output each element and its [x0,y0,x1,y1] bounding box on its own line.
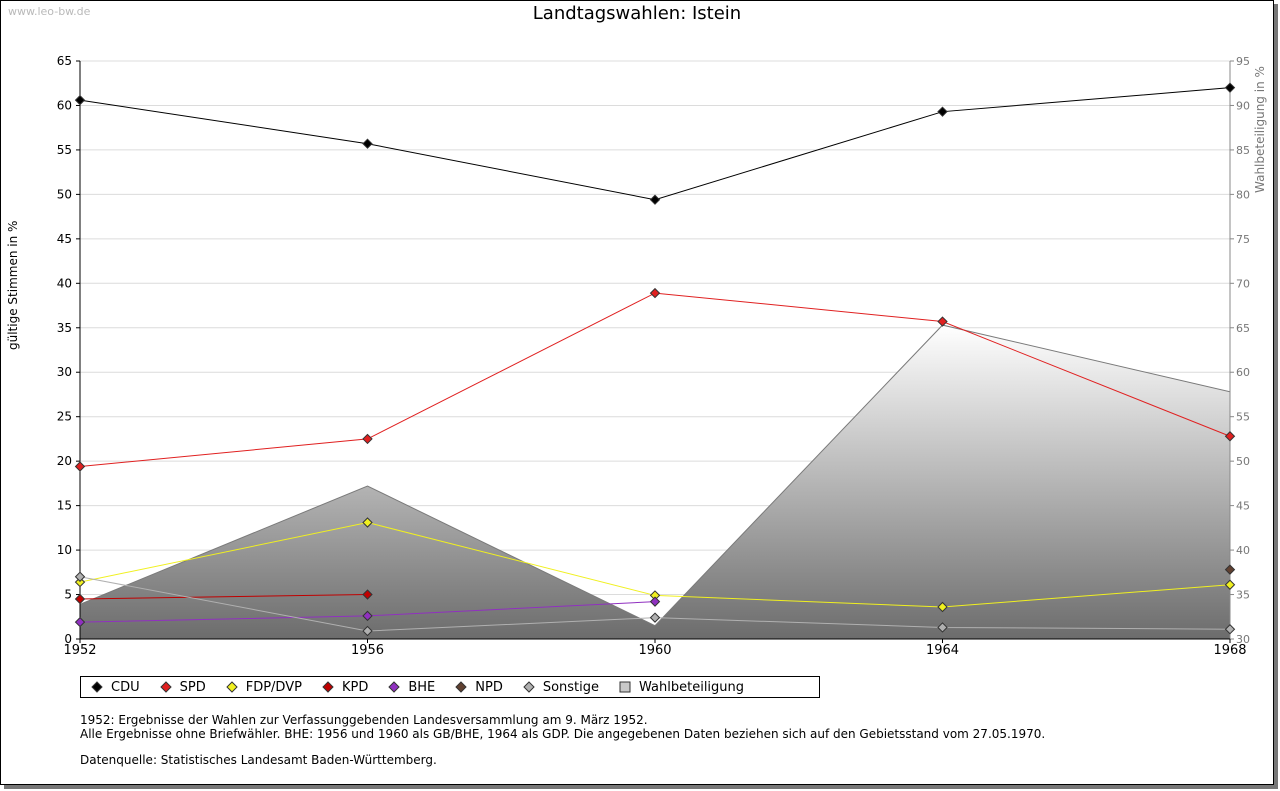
legend-item-spd: SPD [159,679,206,695]
legend-item-sonstige: Sonstige [523,680,599,695]
legend-label: Sonstige [542,679,600,695]
y2-tick-label: 45 [1236,500,1250,513]
y-tick-label: 10 [57,543,72,557]
cdu-point [362,138,373,149]
legend-item-wahlbeteiligung: Wahlbeteiligung [619,680,744,695]
sonstige-point [649,612,661,623]
y2-tick-label: 70 [1236,277,1250,290]
y-tick-label: 40 [57,276,72,290]
spd-point [649,287,661,299]
sonstige-point [1224,624,1236,635]
x-tick-label: 1964 [926,643,959,658]
spd-point [937,316,948,327]
kpd-point [74,593,86,605]
y-tick-label: 30 [57,365,72,379]
y2-tick-label: 30 [1236,633,1250,646]
y-tick-label: 35 [57,321,72,335]
sonstige-point [937,622,948,633]
legend-item-kpd: KPD [322,680,368,695]
y2-tick-label: 40 [1236,544,1250,557]
axes: 0 5 10 15 20 25 30 35 40 45 50 55 60 65 30 35 40 45 50 55 60… [57,54,1250,658]
y2-tick-label: 60 [1236,366,1250,379]
sonstige-point [74,571,86,582]
y2-axis-label: Wahlbeteiligung in % [1253,66,1267,193]
y2-tick-label: 65 [1236,322,1250,335]
bhe-point [649,596,661,607]
y2-tick-label: 75 [1236,233,1250,246]
note-line: Alle Ergebnisse ohne Briefwähler. BHE: 1… [80,727,1046,741]
diamond-marker-icon [322,681,334,693]
source-note: Datenquelle: Statistisches Landesamt Bad… [80,753,437,767]
y2-tick-label: 55 [1236,411,1250,424]
bhe-point [362,610,373,622]
cdu-point [937,106,948,117]
legend-label: CDU [111,679,140,695]
y-tick-label: 45 [57,232,72,246]
diamond-marker-icon [455,681,467,693]
y-tick-label: 50 [57,187,72,201]
y2-tick-label: 90 [1236,99,1250,112]
note-line: 1952: Ergebnisse der Wahlen zur Verfassu… [80,713,648,727]
fdp-dvp-point [1224,579,1236,590]
legend-item-fdp-dvp: FDP/DVP [226,680,302,695]
legend-item-cdu: CDU [91,680,140,695]
x-tick-label: 1960 [638,643,671,658]
y-axis-label: gültige Stimmen in % [6,221,20,350]
y2-tick-label: 95 [1236,55,1250,68]
y2-tick-label: 35 [1236,589,1250,602]
legend-label: SPD [179,679,206,695]
legend-label: Wahlbeteiligung [639,679,745,695]
diamond-marker-icon [523,681,535,693]
y-tick-label: 65 [57,54,72,68]
kpd-line [79,594,368,600]
y-tick-label: 0 [64,632,72,646]
sonstige-point [362,625,373,637]
y2-tick-label: 80 [1236,188,1250,201]
x-tick-label: 1968 [1213,643,1246,658]
legend-label: KPD [341,679,369,695]
diamond-marker-icon [91,681,103,693]
x-tick-label: 1952 [63,643,96,658]
legend-label: BHE [408,679,436,695]
y-tick-label: 15 [57,499,72,513]
series-lines [74,82,1236,637]
spd-point [1224,431,1236,442]
square-marker-icon [619,681,631,693]
fdp-dvp-point [362,517,373,528]
spd-point [362,433,373,445]
y-tick-label: 5 [64,588,72,602]
y-tick-label: 60 [57,98,72,112]
watermark: www.leo-bw.de [8,5,91,18]
kpd-point [362,589,373,600]
spd-point [74,461,86,472]
x-tick-label: 1956 [351,643,384,658]
diamond-marker-icon [159,681,172,693]
diamond-marker-icon [226,681,238,693]
cdu-point [1224,82,1236,93]
chart-title: Landtagswahlen: Istein [532,3,742,24]
npd-point [1224,564,1236,575]
legend-item-npd: NPD [455,680,503,695]
bhe-point [74,616,86,628]
legend-label: NPD [475,679,503,695]
legend: CDU SPD FDP/DVP KPD BHE NPD Sonstige Wahlbeteil… [80,676,820,698]
diamond-marker-icon [388,681,401,693]
y-tick-label: 55 [57,143,72,157]
y2-tick-label: 50 [1236,455,1250,468]
cdu-point [649,194,661,205]
cdu-point [74,94,86,106]
legend-item-bhe: BHE [388,680,435,695]
chart-canvas: 0 5 10 15 20 25 30 35 40 45 50 55 60 65 30 35 40 45 50 55 60… [6,54,1267,658]
fdp-dvp-point [74,576,86,588]
y-tick-label: 25 [57,410,72,424]
y2-tick-label: 85 [1236,144,1250,157]
fdp-dvp-point [937,601,948,613]
legend-label: FDP/DVP [245,679,302,695]
notes: 1952: Ergebnisse der Wahlen zur Verfassu… [80,713,1045,767]
y-tick-label: 20 [57,454,72,468]
cdu-line [79,87,1231,201]
